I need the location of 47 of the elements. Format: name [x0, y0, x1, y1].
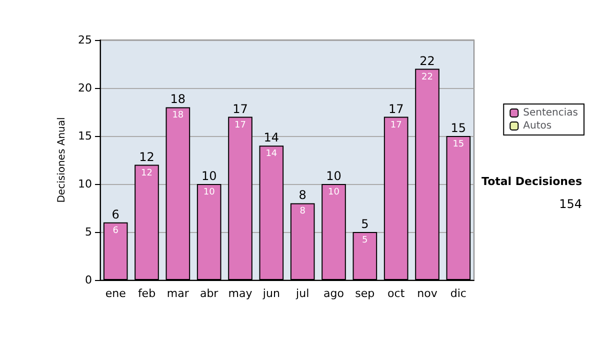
legend-label: Autos: [523, 120, 552, 132]
x-tick-label: dic: [450, 287, 466, 300]
y-axis-title: Decisiones Anual: [56, 117, 68, 203]
x-tick-label: abr: [200, 287, 219, 300]
legend-label: Sentencias: [523, 108, 578, 118]
annotation: 18: [170, 92, 186, 106]
data-label: 6: [112, 226, 119, 236]
data-label: 18: [172, 110, 184, 121]
data-label: 15: [452, 140, 464, 150]
y-tick-label: 0: [85, 274, 92, 286]
data-label: 22: [422, 72, 433, 82]
x-tick-label: jun: [262, 287, 280, 300]
annotation: 10: [201, 169, 217, 183]
annotation: 15: [450, 121, 466, 135]
x-tick-label: ago: [324, 287, 344, 300]
annotation: 8: [298, 188, 306, 202]
data-label: 10: [328, 188, 340, 198]
text: Total Decisiones: [482, 175, 582, 188]
data-label: 5: [362, 236, 368, 246]
data-label: 8: [300, 206, 306, 217]
data-label: 14: [266, 149, 278, 160]
data-label: 17: [234, 120, 246, 130]
x-tick-label: mar: [166, 287, 190, 300]
y-tick-label: 10: [78, 178, 92, 190]
annotation: 17: [388, 102, 404, 116]
annotation: 5: [361, 217, 369, 231]
annotation: 14: [264, 130, 280, 145]
x-tick-label: nov: [417, 287, 438, 300]
y-tick-label: 20: [78, 82, 92, 94]
annotation: 10: [326, 169, 342, 183]
x-tick-label: feb: [138, 287, 156, 300]
x-tick-label: oct: [388, 287, 406, 300]
annotation: 12: [139, 150, 154, 164]
y-tick-label: 5: [85, 226, 92, 238]
data-label: 17: [390, 120, 402, 130]
x-tick-label: ene: [105, 287, 126, 300]
annotation: 6: [112, 207, 120, 222]
data-label: 10: [203, 188, 216, 198]
data-label: 12: [141, 168, 152, 178]
annotation: 17: [232, 102, 248, 116]
annotation: 22: [420, 54, 435, 68]
x-tick-label: jul: [295, 287, 310, 300]
x-tick-label: may: [228, 287, 253, 300]
y-tick-label: 25: [78, 34, 92, 46]
text: 154: [559, 197, 582, 211]
y-tick-label: 15: [78, 130, 92, 142]
x-tick-label: sep: [355, 287, 375, 300]
